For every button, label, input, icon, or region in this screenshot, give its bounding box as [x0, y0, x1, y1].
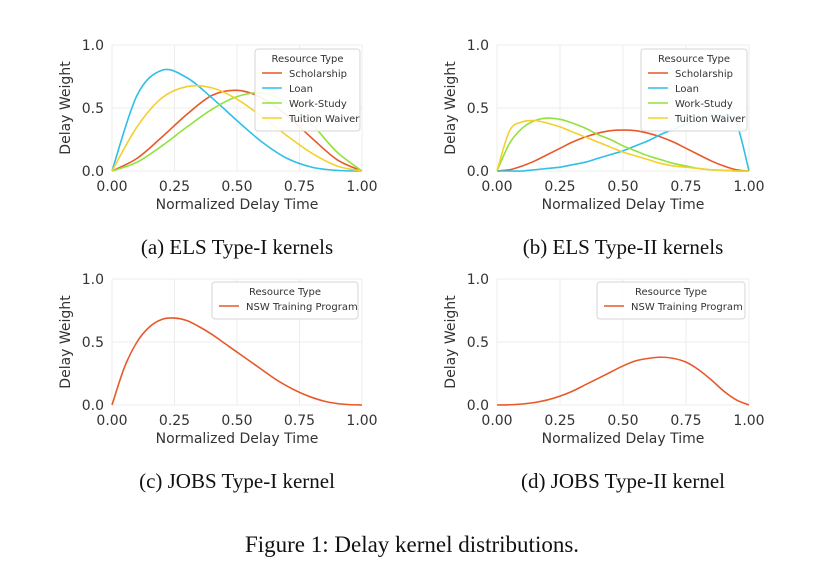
series-line-scholarship	[111, 89, 363, 172]
x-tick-label: 0.00	[96, 179, 127, 195]
x-axis-label: Normalized Delay Time	[542, 431, 705, 447]
legend: Resource Type NSW Training Program	[211, 281, 359, 320]
x-tick-label: 1.00	[733, 413, 764, 429]
chart-panel-2: 0.00 0.25 0.50 0.75 1.00 0.0 0.5 1.0 Normalized …	[443, 38, 765, 259]
figure-caption: Figure 1: Delay kernel distributions.	[245, 532, 579, 557]
x-tick-label: 0.25	[159, 179, 190, 195]
series-line-scholarship	[496, 129, 750, 172]
y-axis-label: Delay Weight	[443, 295, 459, 389]
x-tick-label: 0.00	[481, 179, 512, 195]
legend-entry: Work-Study	[675, 99, 733, 110]
legend: Resource Type NSW Training Program	[596, 281, 746, 320]
x-tick-label: 1.00	[733, 179, 764, 195]
legend-entry: Work-Study	[289, 99, 347, 110]
legend-entry: NSW Training Program	[246, 302, 358, 313]
y-axis-label: Delay Weight	[58, 295, 74, 389]
x-tick-label: 0.75	[284, 413, 315, 429]
x-tick-label: 0.25	[159, 413, 190, 429]
series-line-loan	[111, 68, 363, 172]
y-tick-label: 0.5	[467, 101, 489, 117]
series-line-tuition-waiver	[111, 84, 363, 172]
legend-entry: Loan	[289, 84, 313, 95]
x-tick-label: 0.75	[670, 413, 701, 429]
y-tick-label: 0.0	[467, 398, 489, 414]
y-tick-label: 1.0	[82, 38, 104, 54]
chart-panel-3: 0.00 0.25 0.50 0.75 1.00 0.0 0.5 1.0 Normalized …	[58, 272, 378, 493]
legend-title: Resource Type	[658, 54, 730, 65]
legend-entry: Scholarship	[675, 69, 733, 80]
legend-box	[640, 48, 748, 132]
x-axis-label: Normalized Delay Time	[156, 197, 319, 213]
y-tick-label: 0.5	[82, 335, 104, 351]
y-axis-label: Delay Weight	[443, 61, 459, 155]
legend-title: Resource Type	[271, 54, 343, 65]
x-tick-label: 0.50	[221, 179, 252, 195]
legend-title: Resource Type	[635, 287, 707, 298]
y-tick-label: 0.0	[467, 164, 489, 180]
y-tick-label: 1.0	[467, 272, 489, 288]
x-tick-label: 0.50	[607, 179, 638, 195]
legend-entry: Loan	[675, 84, 699, 95]
x-tick-label: 0.00	[481, 413, 512, 429]
legend-entry: Tuition Waiver	[288, 114, 360, 125]
x-tick-label: 0.25	[544, 413, 575, 429]
legend-entry: Tuition Waiver	[674, 114, 746, 125]
legend-entry: Scholarship	[289, 69, 347, 80]
series-line-work-study	[111, 91, 363, 172]
y-tick-label: 0.5	[467, 335, 489, 351]
x-tick-label: 0.00	[96, 413, 127, 429]
series-line-tuition-waiver	[496, 119, 750, 172]
x-tick-label: 0.25	[544, 179, 575, 195]
legend-box	[211, 281, 359, 320]
legend-title: Resource Type	[249, 287, 321, 298]
panel-caption: (c) JOBS Type-I kernel	[139, 469, 335, 493]
series-line-nsw-training-program	[496, 356, 750, 406]
x-tick-label: 1.00	[346, 413, 377, 429]
x-tick-label: 0.75	[670, 179, 701, 195]
chart-panel-1: 0.00 0.25 0.50 0.75 1.00 0.0 0.5 1.0 Normalized …	[58, 38, 378, 259]
x-tick-label: 0.50	[607, 413, 638, 429]
series-line-nsw-training-program	[111, 317, 363, 406]
y-axis-label: Delay Weight	[58, 61, 74, 155]
legend-entry: NSW Training Program	[631, 302, 743, 313]
panel-caption: (b) ELS Type-II kernels	[523, 235, 724, 259]
x-axis-label: Normalized Delay Time	[542, 197, 705, 213]
panel-caption: (a) ELS Type-I kernels	[141, 235, 333, 259]
y-tick-label: 1.0	[467, 38, 489, 54]
panel-caption: (d) JOBS Type-II kernel	[521, 469, 725, 493]
x-axis-label: Normalized Delay Time	[156, 431, 319, 447]
y-tick-label: 1.0	[82, 272, 104, 288]
legend-box	[596, 281, 746, 320]
legend: Resource Type Scholarship Loan Work-Study Tu…	[640, 48, 748, 132]
panels: 0.00 0.25 0.50 0.75 1.00 0.0 0.5 1.0 Normalized …	[58, 38, 765, 493]
x-tick-label: 0.50	[221, 413, 252, 429]
x-tick-label: 0.75	[284, 179, 315, 195]
chart-panel-4: 0.00 0.25 0.50 0.75 1.00 0.0 0.5 1.0 Normalized …	[443, 272, 765, 493]
y-tick-label: 0.0	[82, 164, 104, 180]
y-tick-label: 0.0	[82, 398, 104, 414]
legend: Resource Type Scholarship Loan Work-Study Tu…	[254, 48, 361, 132]
legend-box	[254, 48, 361, 132]
y-tick-label: 0.5	[82, 101, 104, 117]
x-tick-label: 1.00	[346, 179, 377, 195]
